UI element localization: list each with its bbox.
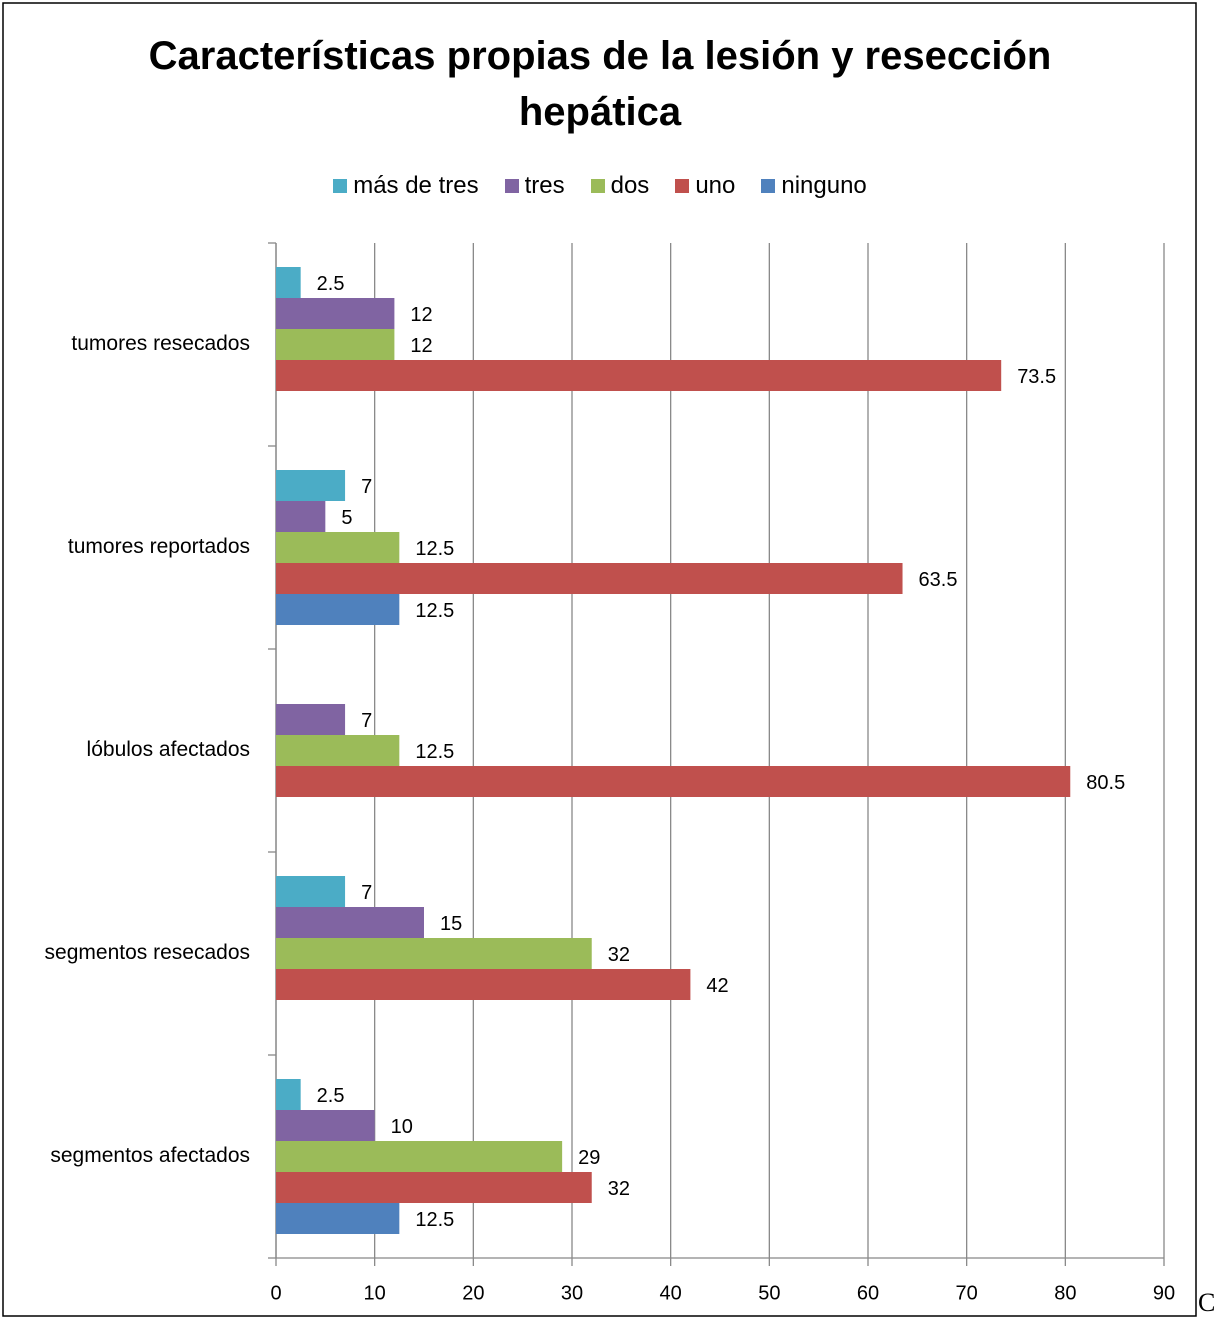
legend-swatch	[504, 179, 519, 193]
data-label: 80.5	[1086, 772, 1125, 794]
x-tick-label: 80	[1054, 1282, 1076, 1304]
x-tick-label: 50	[758, 1282, 780, 1304]
data-label: 7	[361, 882, 372, 904]
bar	[276, 1141, 563, 1172]
x-tick-label: 10	[364, 1282, 386, 1304]
data-label: 63.5	[919, 569, 958, 591]
legend-item: uno	[675, 172, 735, 200]
bar	[276, 594, 400, 625]
legend-label: más de tres	[353, 172, 479, 199]
legend-label: uno	[695, 172, 736, 199]
legend-item: ninguno	[761, 172, 867, 200]
bar	[276, 298, 395, 329]
bar	[276, 267, 301, 298]
legend: más de tres tres dos uno ninguno	[0, 172, 1200, 200]
caption: C	[1198, 1288, 1215, 1317]
bar	[276, 1110, 375, 1141]
data-label: 12	[410, 335, 432, 357]
data-label: 12.5	[415, 538, 454, 560]
bar	[276, 329, 395, 360]
data-label: 73.5	[1017, 366, 1056, 388]
bar	[276, 735, 400, 766]
legend-label: ninguno	[781, 172, 867, 199]
legend-label: tres	[524, 172, 565, 199]
data-label: 2.5	[317, 273, 345, 295]
x-tick-label: 40	[660, 1282, 682, 1304]
data-label: 7	[361, 476, 372, 498]
x-tick-label: 20	[462, 1282, 484, 1304]
data-label: 12.5	[415, 741, 454, 763]
legend-swatch	[333, 179, 348, 193]
data-label: 10	[391, 1116, 413, 1138]
data-label: 5	[341, 507, 352, 529]
data-label: 32	[608, 944, 630, 966]
x-tick-label: 70	[956, 1282, 978, 1304]
bar	[276, 501, 326, 532]
data-label: 29	[578, 1147, 600, 1169]
bar	[276, 563, 903, 594]
data-label: 42	[706, 975, 728, 997]
data-label: 32	[608, 1178, 630, 1200]
x-tick-label: 0	[270, 1282, 281, 1304]
y-tick-label: lóbulos afectados	[87, 738, 250, 761]
bar	[276, 1172, 592, 1203]
bar	[276, 1203, 400, 1234]
legend-item: dos	[590, 172, 650, 200]
y-tick-label: segmentos afectados	[50, 1144, 250, 1167]
legend-item: tres	[504, 172, 565, 200]
legend-swatch	[675, 179, 690, 193]
legend-item: más de tres	[333, 172, 479, 200]
legend-swatch	[761, 179, 776, 193]
bar	[276, 766, 1071, 797]
x-tick-label: 60	[857, 1282, 879, 1304]
legend-label: dos	[610, 172, 650, 199]
bar	[276, 704, 346, 735]
y-tick-label: tumores reportados	[68, 535, 250, 558]
bar	[276, 470, 346, 501]
bar	[276, 532, 400, 563]
chart-border	[2, 2, 1197, 1317]
bar	[276, 938, 592, 969]
bar	[276, 876, 346, 907]
bar	[276, 907, 424, 938]
y-tick-label: tumores resecados	[71, 332, 250, 355]
bar	[276, 969, 691, 1000]
data-label: 15	[440, 913, 462, 935]
data-label: 12.5	[415, 600, 454, 622]
data-label: 12	[410, 304, 432, 326]
x-tick-label: 30	[561, 1282, 583, 1304]
x-tick-label: 90	[1153, 1282, 1175, 1304]
bar	[276, 360, 1002, 391]
data-label: 2.5	[317, 1085, 345, 1107]
legend-swatch	[590, 179, 605, 193]
chart-title: Características propias de la lesión y r…	[148, 34, 1052, 134]
data-label: 12.5	[415, 1209, 454, 1231]
y-tick-label: segmentos resecados	[45, 941, 250, 964]
bar	[276, 1079, 301, 1110]
data-label: 7	[361, 710, 372, 732]
